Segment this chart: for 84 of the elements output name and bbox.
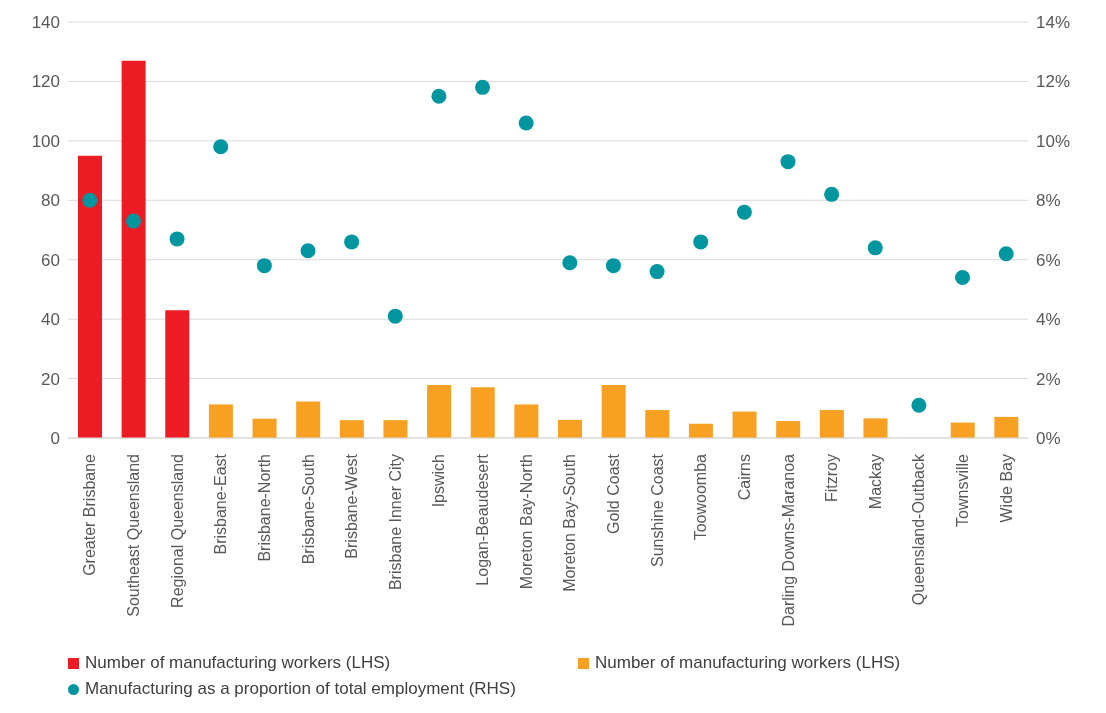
bar <box>470 387 495 438</box>
bar <box>427 385 452 438</box>
x-tick-label: Fitzroy <box>823 454 841 502</box>
y2-tick-label: 8% <box>1036 191 1061 211</box>
point <box>824 186 840 202</box>
x-tick-label: Moreton Bay-South <box>561 454 579 592</box>
x-tick-label: Regional Queensland <box>168 454 186 608</box>
point <box>344 234 360 250</box>
bar <box>78 155 102 438</box>
bar <box>601 385 626 438</box>
x-tick-label: Brisbane-West <box>343 453 361 559</box>
y2-tick-label: 0% <box>1036 429 1061 449</box>
point <box>82 192 98 208</box>
point <box>125 213 141 229</box>
y-tick-label: 80 <box>41 191 60 211</box>
y2-tick-label: 12% <box>1036 72 1071 92</box>
y-tick-label: 140 <box>31 13 60 33</box>
bar <box>645 410 670 438</box>
point <box>213 139 229 155</box>
point <box>605 258 621 274</box>
bar <box>950 422 975 438</box>
x-tick-label: Toowoomba <box>692 453 710 541</box>
y-tick-label: 20 <box>41 369 60 389</box>
bar <box>339 420 364 438</box>
bar <box>252 418 277 438</box>
x-tick-label: Logan-Beaudesert <box>474 453 492 586</box>
x-tick-label: Cairns <box>735 454 753 501</box>
y-tick-label: 0 <box>50 429 60 449</box>
x-tick-label: Brisbane-East <box>212 453 230 555</box>
point <box>780 154 796 170</box>
point <box>256 258 272 274</box>
x-tick-label: Brisbane-South <box>299 454 317 565</box>
x-tick-label: Darling Downs-Maranoa <box>779 453 797 627</box>
bar <box>514 404 539 438</box>
point <box>300 243 316 259</box>
point <box>387 308 403 324</box>
y2-tick-label: 10% <box>1036 131 1071 151</box>
point <box>431 88 447 104</box>
bar <box>688 423 713 438</box>
y-tick-label: 60 <box>41 250 60 270</box>
x-tick-label: Townsville <box>954 453 972 527</box>
point <box>475 79 491 95</box>
bar <box>121 60 146 438</box>
point <box>693 234 709 250</box>
bar <box>776 421 801 438</box>
y-tick-label: 100 <box>31 131 60 151</box>
x-tick-label: Brisbane Inner City <box>386 454 404 591</box>
x-tick-label: Brisbane-North <box>255 454 273 562</box>
y2-tick-label: 14% <box>1036 13 1071 33</box>
bar <box>863 418 888 438</box>
y2-tick-label: 4% <box>1036 310 1061 330</box>
y2-tick-label: 6% <box>1036 250 1061 270</box>
point <box>955 270 971 286</box>
point <box>736 204 752 220</box>
bar <box>819 410 844 438</box>
legend-label: Manufacturing as a proportion of total employment (RHS) <box>85 679 516 699</box>
x-tick-label: Queensland-Outback <box>910 453 928 606</box>
bar <box>383 420 408 438</box>
x-tick-label: Mackay <box>866 454 884 510</box>
y-tick-label: 120 <box>31 72 60 92</box>
point <box>911 397 927 413</box>
y2-tick-label: 2% <box>1036 369 1061 389</box>
bar <box>994 416 1019 438</box>
x-tick-label: Wide Bay <box>997 454 1015 523</box>
point <box>998 246 1014 262</box>
y-tick-label: 40 <box>41 310 60 330</box>
point <box>867 240 883 256</box>
bar <box>732 411 757 438</box>
bar <box>165 310 190 438</box>
bar <box>208 404 233 438</box>
legend-label: Number of manufacturing workers (LHS) <box>85 653 391 673</box>
x-tick-label: Ipswich <box>430 454 448 508</box>
point <box>562 255 578 271</box>
bar <box>558 419 582 438</box>
legend-label: Number of manufacturing workers (LHS) <box>595 653 901 673</box>
x-tick-label: Greater Brisbane <box>81 453 99 576</box>
bar <box>296 401 321 438</box>
point <box>649 264 665 280</box>
x-tick-label: Sunshine Coast <box>648 453 666 567</box>
x-tick-label: Gold Coast <box>604 453 622 535</box>
point <box>169 231 185 247</box>
point <box>518 115 534 131</box>
x-tick-label: Moreton Bay-North <box>517 454 535 590</box>
x-tick-label: Southeast Queensland <box>124 454 142 617</box>
